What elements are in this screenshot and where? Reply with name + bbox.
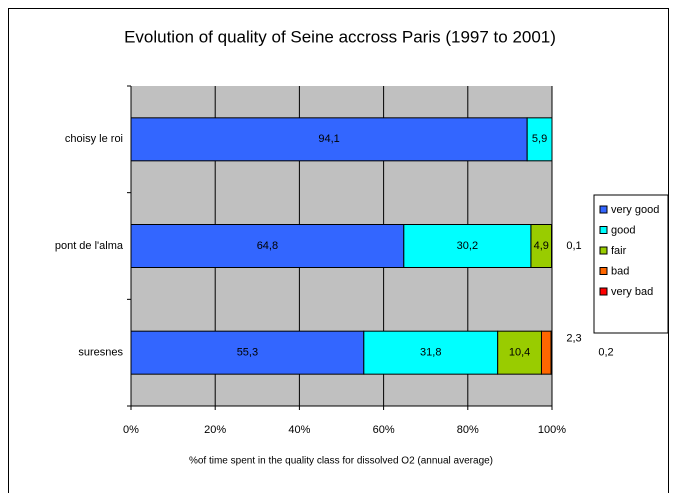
chart-title: Evolution of quality of Seine accross Pa…	[124, 27, 556, 46]
y-tick-label: suresnes	[78, 347, 123, 359]
bar-segment	[130, 330, 365, 375]
bar-segment	[526, 117, 553, 162]
x-tick-label: 100%	[538, 424, 566, 436]
data-label: 94,1	[318, 133, 339, 145]
data-label: 30,2	[457, 240, 478, 252]
legend-swatch	[599, 226, 608, 234]
data-label: 10,4	[509, 347, 530, 359]
data-label: 2,3	[566, 333, 581, 345]
legend-label: bad	[611, 265, 629, 277]
data-label: 64,8	[257, 240, 278, 252]
bar-segment	[130, 117, 528, 162]
legend-label: very good	[611, 204, 659, 216]
data-label: 0,1	[566, 240, 581, 252]
data-label: 0,2	[598, 347, 613, 359]
bar-segment	[130, 224, 405, 268]
x-axis-title: %of time spent in the quality class for …	[189, 456, 493, 467]
legend-box	[593, 194, 669, 334]
legend-swatch	[599, 205, 608, 214]
bar-segment	[403, 224, 532, 268]
legend-swatch	[599, 267, 608, 275]
bar-segment	[540, 330, 552, 375]
legend-label: very bad	[611, 286, 653, 298]
data-label: 4,9	[534, 240, 549, 252]
bar-segment	[550, 330, 553, 375]
x-tick-label: 20%	[204, 424, 226, 436]
x-tick-label: 0%	[123, 424, 139, 436]
x-tick-label: 40%	[288, 424, 310, 436]
legend-swatch	[599, 287, 608, 296]
legend-swatch	[599, 246, 608, 255]
y-tick-label: pont de l'alma	[55, 240, 124, 252]
data-label: 55,3	[237, 347, 258, 359]
y-tick-label: choisy le roi	[65, 133, 123, 145]
data-label: 5,9	[532, 133, 547, 145]
x-tick-label: 60%	[373, 424, 395, 436]
x-tick-label: 80%	[457, 424, 479, 436]
legend-label: fair	[611, 245, 627, 257]
legend-label: good	[611, 224, 635, 236]
bar-segment	[363, 330, 499, 375]
data-label: 31,8	[420, 347, 441, 359]
